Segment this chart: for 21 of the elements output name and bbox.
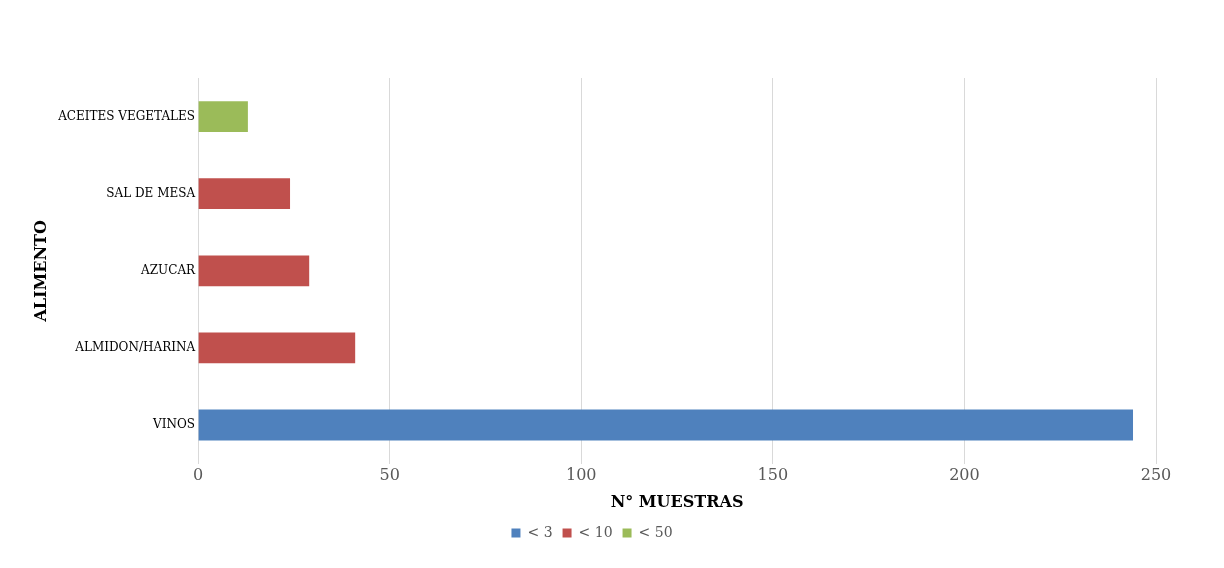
y-tick-label: SAL DE MESA <box>106 185 196 200</box>
x-tick-label: 0 <box>192 465 204 485</box>
y-tick-label: VINOS <box>152 417 196 432</box>
legend-label: < 50 <box>638 523 673 540</box>
legend-label: < 10 <box>578 523 613 540</box>
x-tick-label: 150 <box>757 465 789 485</box>
x-axis-title: N° MUESTRAS <box>610 491 744 511</box>
bar <box>198 178 291 210</box>
y-tick-label: ACEITES VEGETALES <box>57 108 196 123</box>
y-axis-title: ALIMENTO <box>30 219 50 323</box>
bar <box>198 101 248 132</box>
y-tick-label: ALMIDON/HARINA <box>74 340 196 355</box>
bar <box>198 332 356 364</box>
legend-label: < 3 <box>527 523 553 540</box>
x-tick-label: 200 <box>949 465 980 485</box>
x-tick-label: 50 <box>379 465 400 485</box>
x-tick-label: 100 <box>565 465 597 485</box>
y-tick-label: AZUCAR <box>140 262 197 277</box>
bar <box>198 255 310 287</box>
bar <box>198 409 1134 441</box>
x-tick-label: 250 <box>1140 465 1172 485</box>
